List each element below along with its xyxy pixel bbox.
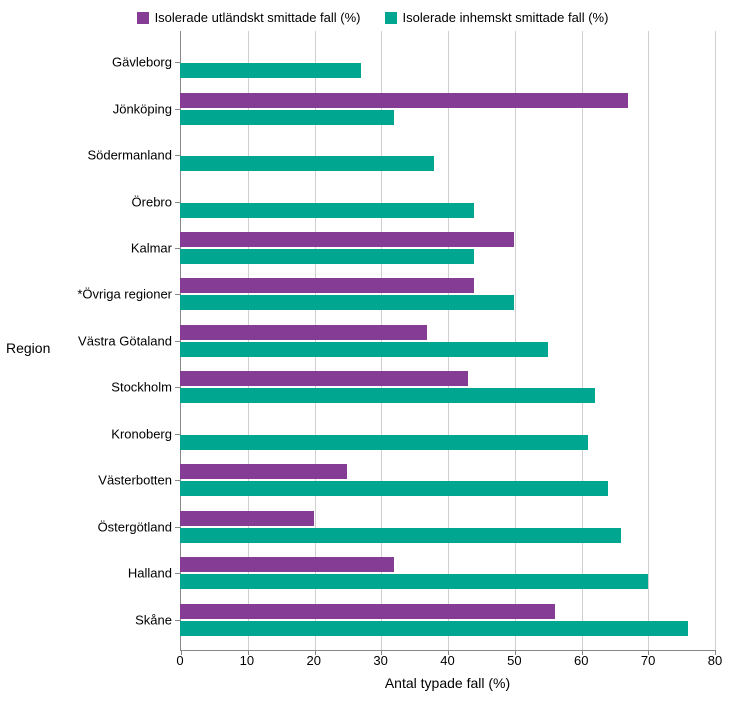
bar-foreign [180,511,314,526]
bar-domestic [180,295,514,310]
bar-group: Västerbotten [180,462,715,498]
bar-group: Östergötland [180,509,715,545]
bar-group: *Övriga regioner [180,276,715,312]
category-label: Södermanland [87,148,172,163]
bar-group: Gävleborg [180,44,715,80]
x-tick-label: 80 [708,653,722,668]
bar-group: Stockholm [180,369,715,405]
bar-foreign [180,232,514,247]
bar-domestic [180,156,434,171]
bar-foreign [180,464,347,479]
x-tick-label: 70 [641,653,655,668]
legend-swatch-foreign [137,12,149,24]
x-ticks: 01020304050607080 [180,651,715,671]
bar-foreign [180,278,474,293]
bar-group: Södermanland [180,137,715,173]
x-tick-label: 40 [440,653,454,668]
bar-domestic [180,481,608,496]
legend-item-foreign: Isolerade utländskt smittade fall (%) [137,10,361,25]
bar-group: Kalmar [180,230,715,266]
category-label: Västerbotten [98,473,172,488]
x-tick-label: 0 [176,653,183,668]
y-axis-title: Region [6,340,50,356]
bar-domestic [180,621,688,636]
bar-domestic [180,110,394,125]
bar-group: Jönköping [180,91,715,127]
x-tick-label: 30 [373,653,387,668]
bar-group: Örebro [180,184,715,220]
category-label: Jönköping [113,101,172,116]
bar-group: Kronoberg [180,416,715,452]
bar-domestic [180,435,588,450]
bar-domestic [180,249,474,264]
bar-group: Västra Götaland [180,323,715,359]
x-tick-label: 10 [240,653,254,668]
bar-foreign [180,371,468,386]
category-label: Gävleborg [112,55,172,70]
x-tick-label: 60 [574,653,588,668]
category-label: Västra Götaland [78,333,172,348]
category-label: Skåne [135,612,172,627]
bar-groups: Gävleborg Jönköping Södermanland Örebro Kalm… [180,31,715,651]
legend-swatch-domestic [385,12,397,24]
bar-foreign [180,325,427,340]
bar-domestic [180,388,595,403]
legend-item-domestic: Isolerade inhemskt smittade fall (%) [385,10,609,25]
plot-area: Gävleborg Jönköping Södermanland Örebro Kalm… [180,31,715,651]
bar-foreign [180,604,555,619]
category-label: Örebro [132,194,172,209]
bar-domestic [180,203,474,218]
chart-container: Isolerade utländskt smittade fall (%) Is… [0,0,745,721]
bar-group: Skåne [180,602,715,638]
x-tick-label: 50 [507,653,521,668]
legend: Isolerade utländskt smittade fall (%) Is… [0,0,745,31]
category-label: Kalmar [131,241,172,256]
category-label: *Övriga regioner [77,287,172,302]
bar-foreign [180,93,628,108]
category-label: Östergötland [98,519,172,534]
bar-domestic [180,342,548,357]
gridline [715,31,716,650]
bar-domestic [180,574,648,589]
x-tick-label: 20 [307,653,321,668]
bar-group: Halland [180,555,715,591]
bar-domestic [180,528,621,543]
category-label: Kronoberg [111,426,172,441]
category-label: Halland [128,566,172,581]
x-axis-title: Antal typade fall (%) [180,671,715,691]
bar-domestic [180,63,361,78]
legend-label-foreign: Isolerade utländskt smittade fall (%) [155,10,361,25]
legend-label-domestic: Isolerade inhemskt smittade fall (%) [403,10,609,25]
bar-foreign [180,557,394,572]
category-label: Stockholm [111,380,172,395]
